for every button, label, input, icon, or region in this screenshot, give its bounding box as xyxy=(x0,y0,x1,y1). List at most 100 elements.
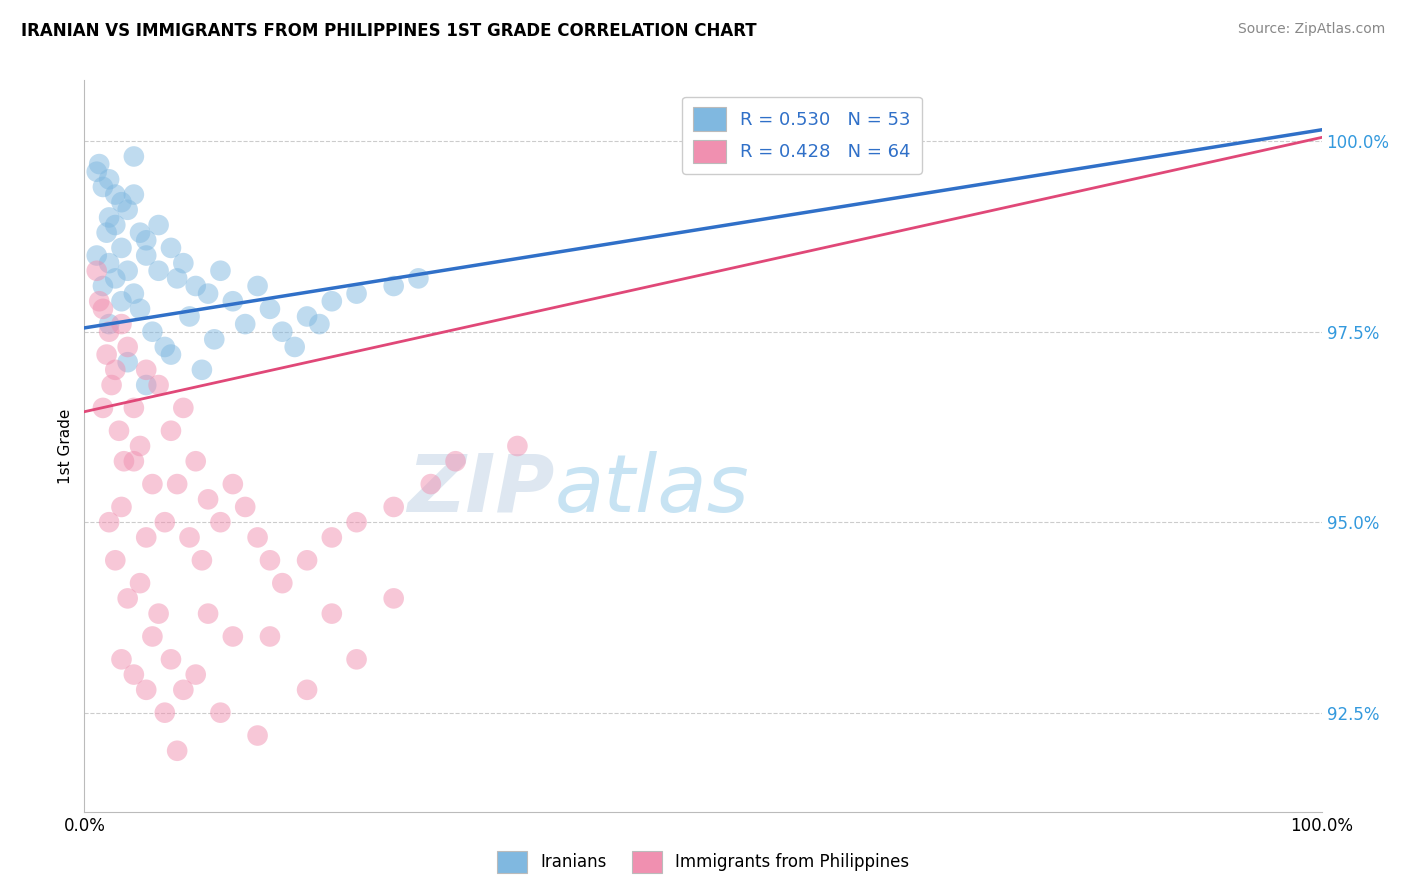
Point xyxy=(197,492,219,507)
Point xyxy=(166,744,188,758)
Point xyxy=(129,439,152,453)
Point xyxy=(148,607,170,621)
Point xyxy=(122,454,145,468)
Point xyxy=(86,248,108,262)
Point xyxy=(110,317,132,331)
Point xyxy=(246,279,269,293)
Point xyxy=(271,325,294,339)
Point xyxy=(110,652,132,666)
Point xyxy=(259,301,281,316)
Point xyxy=(222,477,245,491)
Point xyxy=(91,301,114,316)
Point xyxy=(209,706,232,720)
Point xyxy=(98,172,121,186)
Point xyxy=(160,424,183,438)
Point xyxy=(110,294,132,309)
Point xyxy=(222,630,245,644)
Point xyxy=(295,310,318,324)
Point xyxy=(98,317,121,331)
Point xyxy=(135,530,157,544)
Point xyxy=(91,180,114,194)
Point xyxy=(271,576,294,591)
Point xyxy=(141,325,163,339)
Point xyxy=(346,286,368,301)
Point xyxy=(104,553,127,567)
Point xyxy=(246,729,269,743)
Point xyxy=(117,264,139,278)
Point xyxy=(122,667,145,681)
Point xyxy=(382,279,405,293)
Point xyxy=(346,652,368,666)
Point xyxy=(419,477,441,491)
Text: atlas: atlas xyxy=(554,450,749,529)
Point xyxy=(110,500,132,514)
Point xyxy=(122,187,145,202)
Point xyxy=(98,325,121,339)
Point xyxy=(104,218,127,232)
Point xyxy=(117,355,139,369)
Legend: R = 0.530   N = 53, R = 0.428   N = 64: R = 0.530 N = 53, R = 0.428 N = 64 xyxy=(682,96,921,174)
Text: Source: ZipAtlas.com: Source: ZipAtlas.com xyxy=(1237,22,1385,37)
Point xyxy=(96,226,118,240)
Point xyxy=(122,149,145,163)
Legend: Iranians, Immigrants from Philippines: Iranians, Immigrants from Philippines xyxy=(491,845,915,880)
Point xyxy=(98,256,121,270)
Point xyxy=(148,264,170,278)
Point xyxy=(122,286,145,301)
Point xyxy=(259,630,281,644)
Point xyxy=(160,652,183,666)
Point xyxy=(295,553,318,567)
Point xyxy=(153,706,176,720)
Point xyxy=(222,294,245,309)
Y-axis label: 1st Grade: 1st Grade xyxy=(58,409,73,483)
Point xyxy=(197,286,219,301)
Point xyxy=(191,553,214,567)
Point xyxy=(382,591,405,606)
Point xyxy=(104,187,127,202)
Point xyxy=(129,576,152,591)
Point xyxy=(166,477,188,491)
Point xyxy=(86,164,108,178)
Text: ZIP: ZIP xyxy=(408,450,554,529)
Point xyxy=(295,682,318,697)
Point xyxy=(86,264,108,278)
Point xyxy=(117,340,139,354)
Point xyxy=(321,607,343,621)
Point xyxy=(112,454,135,468)
Point xyxy=(135,682,157,697)
Point xyxy=(148,378,170,392)
Point xyxy=(284,340,307,354)
Point xyxy=(135,363,157,377)
Point xyxy=(209,264,232,278)
Point xyxy=(444,454,467,468)
Text: IRANIAN VS IMMIGRANTS FROM PHILIPPINES 1ST GRADE CORRELATION CHART: IRANIAN VS IMMIGRANTS FROM PHILIPPINES 1… xyxy=(21,22,756,40)
Point xyxy=(191,363,214,377)
Point xyxy=(104,363,127,377)
Point xyxy=(108,424,131,438)
Point xyxy=(104,271,127,285)
Point xyxy=(141,477,163,491)
Point xyxy=(117,591,139,606)
Point xyxy=(89,157,111,171)
Point xyxy=(202,332,225,346)
Point xyxy=(160,241,183,255)
Point xyxy=(98,211,121,225)
Point xyxy=(153,515,176,529)
Point xyxy=(110,195,132,210)
Point xyxy=(117,202,139,217)
Point xyxy=(321,294,343,309)
Point xyxy=(259,553,281,567)
Point xyxy=(184,454,207,468)
Point xyxy=(346,515,368,529)
Point xyxy=(233,317,256,331)
Point xyxy=(122,401,145,415)
Point xyxy=(209,515,232,529)
Point xyxy=(135,248,157,262)
Point xyxy=(89,294,111,309)
Point xyxy=(233,500,256,514)
Point xyxy=(197,607,219,621)
Point xyxy=(148,218,170,232)
Point xyxy=(129,226,152,240)
Point xyxy=(179,310,201,324)
Point xyxy=(308,317,330,331)
